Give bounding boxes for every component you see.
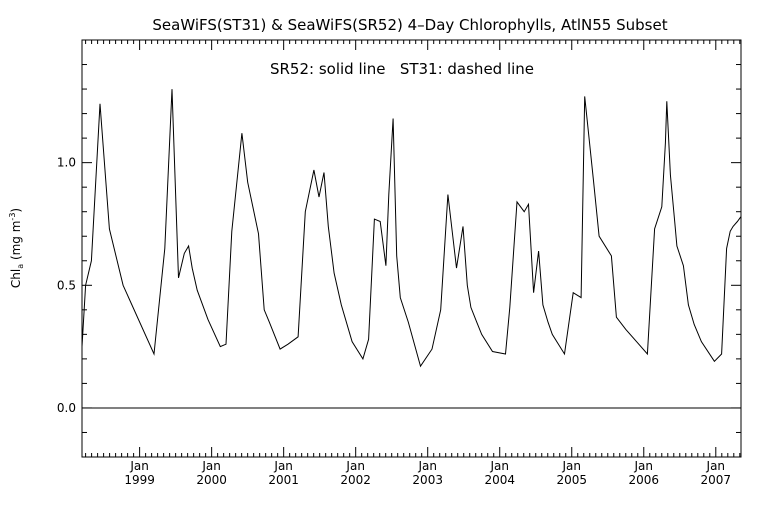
x-tick-month-label: Jan [345, 459, 365, 473]
series-line-0 [81, 89, 742, 368]
y-axis-label-subscript: a [16, 264, 25, 269]
x-tick-year-label: 2001 [268, 473, 299, 487]
x-tick-year-label: 2003 [412, 473, 443, 487]
plot-frame [81, 39, 742, 458]
y-axis-label-close: ) [9, 208, 23, 213]
y-axis-label-units: (mg m [9, 221, 23, 264]
y-axis-label-main: Chl [9, 269, 23, 288]
series-layer [81, 89, 742, 368]
x-axis: Jan1999Jan2000Jan2001Jan2002Jan2003Jan20… [85, 40, 741, 487]
y-axis-label: Chla (mg m-3) [8, 208, 25, 288]
y-tick-label: 0.0 [57, 401, 76, 415]
x-tick-month-label: Jan [417, 459, 437, 473]
x-tick-year-label: 2000 [196, 473, 227, 487]
x-tick-month-label: Jan [129, 459, 149, 473]
chart-title: SeaWiFS(ST31) & SeaWiFS(SR52) 4–Day Chlo… [152, 16, 667, 34]
y-tick-label: 1.0 [57, 156, 76, 170]
x-tick-year-label: 2007 [701, 473, 732, 487]
x-tick-year-label: 2004 [484, 473, 515, 487]
x-tick-month-label: Jan [706, 459, 726, 473]
x-tick-month-label: Jan [561, 459, 581, 473]
y-tick-label: 0.5 [57, 278, 76, 292]
x-tick-year-label: 2006 [628, 473, 659, 487]
y-axis-label-superscript: -3 [8, 213, 17, 221]
y-axis: 0.0 0.5 1.0 [57, 39, 741, 458]
x-tick-month-label: Jan [489, 459, 509, 473]
x-tick-year-label: 1999 [124, 473, 155, 487]
x-tick-month-label: Jan [273, 459, 293, 473]
x-tick-month-label: Jan [634, 459, 654, 473]
legend-annotation: SR52: solid line ST31: dashed line [270, 60, 534, 78]
x-tick-year-label: 2002 [340, 473, 371, 487]
x-tick-year-label: 2005 [556, 473, 587, 487]
x-tick-month-label: Jan [201, 459, 221, 473]
